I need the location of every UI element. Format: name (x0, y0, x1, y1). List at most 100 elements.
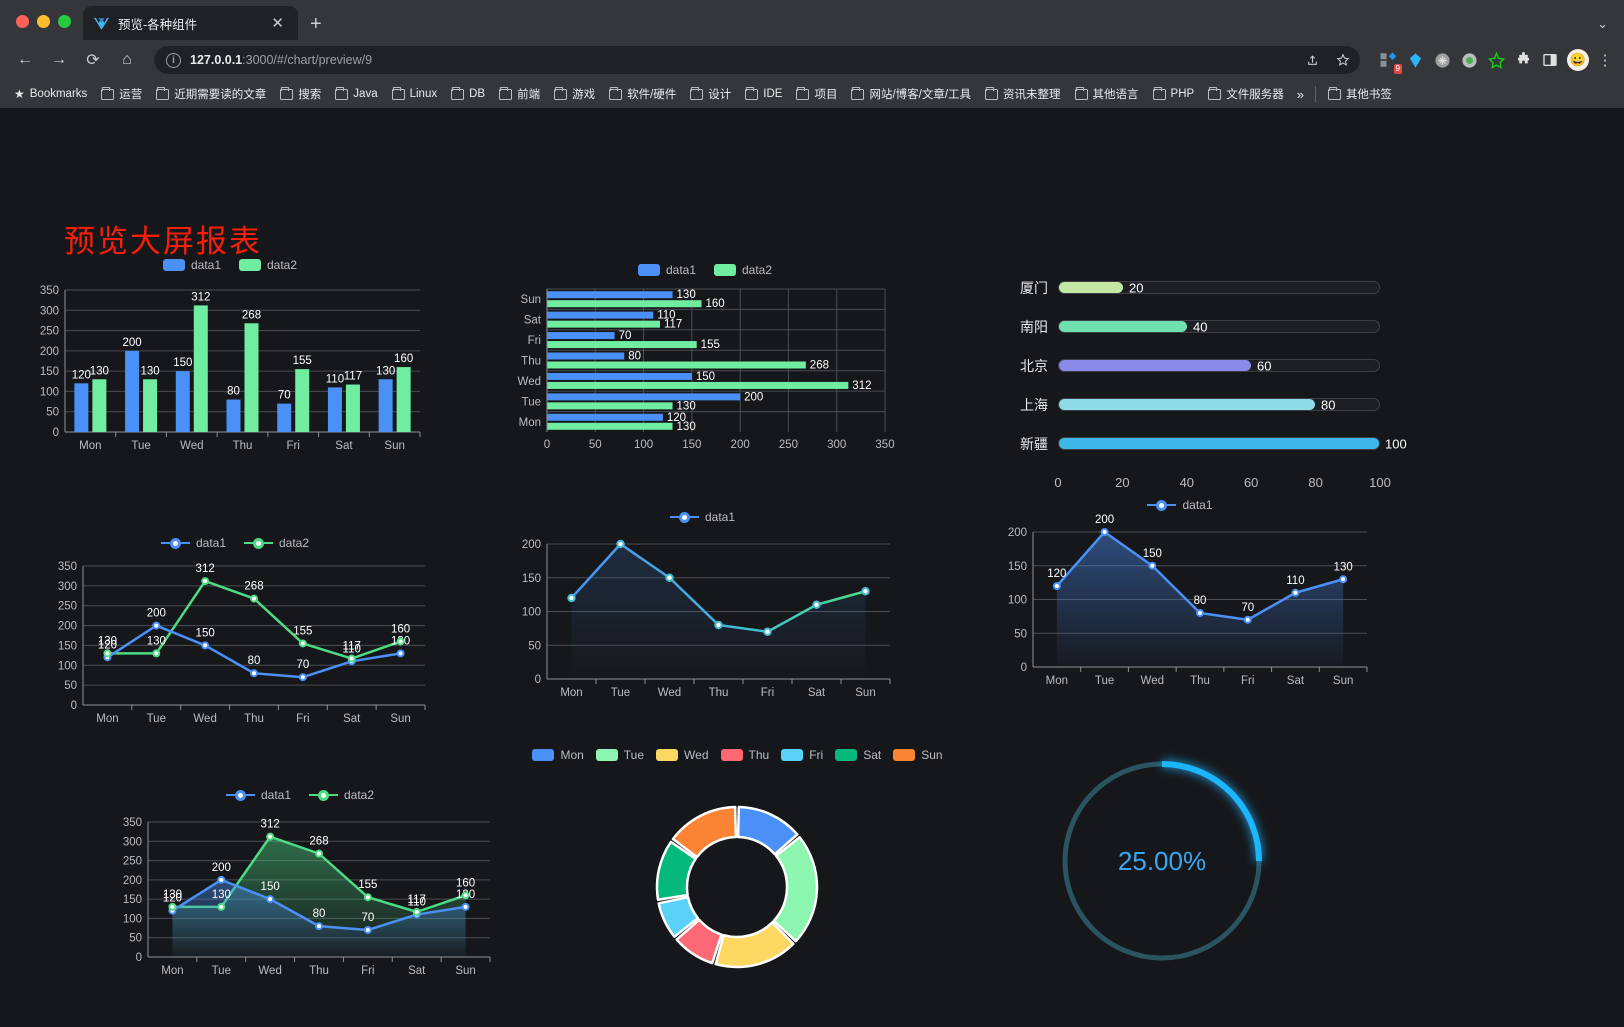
reload-button[interactable]: ⟳ (86, 52, 100, 69)
address-bar[interactable]: i 127.0.0.1:3000/#/chart/preview/9 (154, 46, 1360, 74)
legend-item[interactable]: data1 (669, 510, 735, 524)
bookmark-manager-item[interactable]: ★ Bookmarks (8, 84, 93, 104)
side-panel-icon[interactable] (1540, 50, 1560, 70)
share-icon[interactable] (1301, 49, 1323, 71)
svg-text:Tue: Tue (522, 396, 541, 408)
bookmark-item[interactable]: 设计 (684, 83, 737, 105)
progress-track[interactable]: 100 (1058, 436, 1407, 451)
bookmark-item[interactable]: Java (329, 85, 383, 103)
legend-item[interactable]: data2 (309, 788, 374, 802)
chart-horizontal-bar[interactable]: data1 data2 0 50 100 150 200 250 300 350 Sun 130 16… (505, 263, 905, 467)
legend-label: Tue (623, 748, 645, 762)
circle-green-icon[interactable] (1459, 50, 1479, 70)
puzzle-blue-icon[interactable]: 9 (1378, 50, 1402, 74)
legend-item[interactable]: Sun (893, 748, 943, 762)
legend-item[interactable]: Fri (781, 748, 823, 762)
bookmark-item[interactable]: IDE (739, 85, 788, 103)
legend-item[interactable]: data2 (239, 258, 297, 272)
progress-fill (1059, 438, 1379, 449)
legend-item[interactable]: data1 (160, 536, 226, 550)
svg-text:50: 50 (64, 680, 77, 692)
bookmark-item[interactable]: 资讯未整理 (979, 83, 1067, 105)
progress-track[interactable]: 60 (1058, 358, 1380, 373)
progress-row[interactable]: 上海 80 (1000, 385, 1380, 424)
svg-text:Sun: Sun (455, 965, 475, 977)
legend-item[interactable]: Thu (720, 748, 769, 762)
bookmark-star-icon[interactable] (1332, 49, 1354, 71)
legend-item[interactable]: data1 (637, 263, 696, 277)
folder-icon (796, 86, 810, 100)
bookmark-item[interactable]: 运营 (95, 83, 148, 105)
legend-item[interactable]: data2 (244, 536, 309, 550)
site-info-icon[interactable]: i (166, 52, 181, 68)
chart-progress-bars[interactable]: 厦门 20 南阳 40 北京 60 上海 80 新疆 100 0 20 40 60 80 100 (1000, 268, 1407, 495)
chart-vertical-bar[interactable]: data1 data2 0 50 100 150 200 250 300 350 Mon 120 13… (20, 258, 440, 477)
chart-line-gradient[interactable]: data1 0 50 100 150 200 Mon Tue Wed Thu Fri Sat Sun (505, 510, 900, 719)
maximize-window-button[interactable] (58, 15, 71, 28)
legend-item[interactable]: Tue (595, 748, 645, 762)
progress-track[interactable]: 80 (1058, 397, 1380, 412)
back-button[interactable]: ← (17, 51, 33, 68)
bookmark-item[interactable]: 前端 (493, 83, 546, 105)
bookmark-item[interactable]: 搜索 (274, 83, 327, 105)
other-bookmarks-item[interactable]: 其他书签 (1322, 83, 1398, 105)
bookmark-item[interactable]: 近期需要读的文章 (150, 83, 272, 105)
puzzle-icon[interactable] (1513, 50, 1533, 70)
legend-item[interactable]: data1 (1147, 498, 1213, 512)
progress-row[interactable]: 北京 60 (1000, 346, 1380, 385)
progress-row[interactable]: 厦门 20 (1000, 268, 1380, 307)
svg-text:Mon: Mon (79, 440, 101, 452)
star-green-icon[interactable] (1486, 50, 1506, 70)
svg-text:150: 150 (1008, 561, 1027, 573)
bookmark-item[interactable]: 文件服务器 (1202, 83, 1290, 105)
progress-row[interactable]: 南阳 40 (1000, 307, 1380, 346)
svg-text:Tue: Tue (1095, 675, 1114, 687)
browser-menu-button[interactable]: ⋮ (1597, 52, 1613, 69)
legend-item[interactable]: data1 (162, 258, 221, 272)
chart-gauge[interactable]: 25.00% (1040, 743, 1285, 993)
svg-text:70: 70 (1241, 602, 1254, 614)
chart-area-single[interactable]: data1 0 50 100 150 200 Mon Tue Wed Thu Fri Sat Sun 1… (985, 498, 1375, 707)
window-controls[interactable] (10, 15, 83, 40)
bookmark-item[interactable]: PHP (1147, 85, 1201, 103)
progress-track[interactable]: 40 (1058, 319, 1380, 334)
browser-tab[interactable]: 预览-各种组件 ✕ (83, 6, 298, 40)
bookmark-item[interactable]: 软件/硬件 (603, 83, 682, 105)
chevron-down-icon[interactable]: ⌄ (1597, 16, 1608, 31)
legend-item[interactable]: data2 (714, 263, 772, 277)
legend-label: data1 (260, 788, 291, 802)
bookmark-item[interactable]: 项目 (790, 83, 843, 105)
chart-donut[interactable]: Mon Tue Wed Thu Fri Sat Sun (532, 748, 943, 1002)
home-button[interactable]: ⌂ (122, 51, 132, 68)
bookmark-item[interactable]: 游戏 (548, 83, 601, 105)
chart-area-dual[interactable]: data1 data2 0 50 100 150 200 250 300 350 Mon Tue We… (100, 788, 500, 997)
url-host: 127.0.0.1 (190, 53, 243, 67)
bookmarks-overflow-button[interactable]: » (1296, 86, 1304, 102)
forward-button[interactable]: → (51, 51, 67, 68)
svg-text:150: 150 (696, 371, 715, 383)
new-tab-button[interactable]: + (310, 13, 322, 35)
svg-text:350: 350 (875, 439, 894, 451)
bookmark-item[interactable]: 网站/博客/文章/工具 (845, 83, 977, 105)
close-tab-button[interactable]: ✕ (271, 14, 284, 32)
gear-gray-icon[interactable] (1432, 50, 1452, 70)
progress-row[interactable]: 新疆 100 (1000, 424, 1407, 463)
chart-line-dual[interactable]: data1 data2 0 50 100 150 200 250 300 350 Mon Tue We… (35, 536, 435, 745)
legend-item[interactable]: Mon (532, 748, 584, 762)
bookmark-label: DB (469, 88, 486, 100)
minimize-window-button[interactable] (37, 15, 50, 28)
legend-item[interactable]: data1 (225, 788, 291, 802)
close-window-button[interactable] (16, 15, 29, 28)
legend-item[interactable]: Sat (835, 748, 881, 762)
avatar[interactable]: 😀 (1567, 49, 1589, 71)
progress-track[interactable]: 20 (1058, 280, 1380, 295)
diamond-icon[interactable] (1405, 50, 1425, 70)
bookmark-item[interactable]: 其他语言 (1069, 83, 1145, 105)
line-dual-svg: 0 50 100 150 200 250 300 350 Mon Tue Wed Thu Fri Sat S… (58, 561, 426, 725)
svg-text:312: 312 (261, 819, 280, 831)
legend-marker-icon (160, 537, 190, 549)
bookmark-item[interactable]: Linux (386, 85, 444, 103)
legend-item[interactable]: Wed (656, 748, 709, 762)
bookmark-item[interactable]: DB (445, 85, 491, 103)
